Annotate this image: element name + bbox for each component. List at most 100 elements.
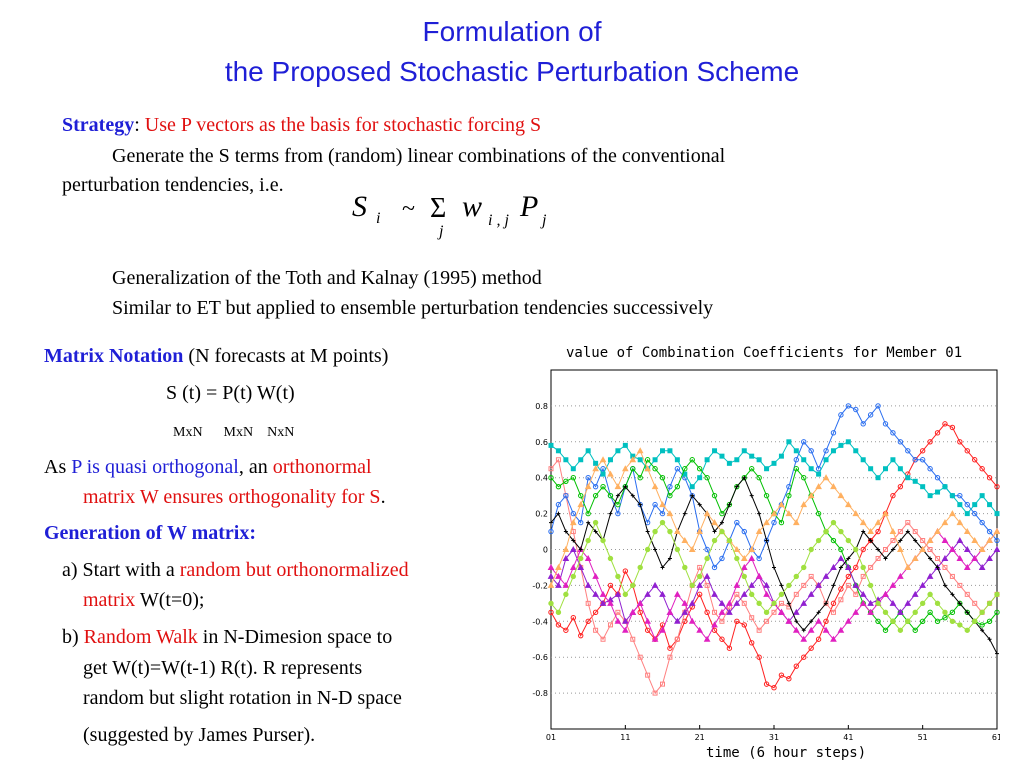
series-4-point [979, 493, 985, 499]
series-9-point [830, 483, 837, 490]
as-orthonormal: orthonormal [272, 456, 372, 478]
series-1-point [644, 627, 651, 633]
formula-tilde: ~ [402, 196, 415, 222]
series-1-point [763, 681, 770, 687]
series-2-point [741, 600, 747, 606]
as-prefix: As [44, 456, 72, 478]
series-3-point [845, 403, 852, 409]
series-5-point [919, 618, 926, 624]
series-4-point [920, 484, 926, 490]
x-tick-label: 21 [695, 733, 705, 742]
series-1-point [756, 654, 762, 660]
series-6-point [562, 554, 570, 561]
series-6-point [674, 617, 681, 624]
matrix-notation-text: (N forecasts at M points) [183, 345, 389, 367]
series-1-point [853, 564, 859, 571]
series-3-point [934, 475, 941, 481]
series-3-point [548, 528, 554, 535]
series-1-point [734, 618, 740, 624]
series-6-point [584, 581, 592, 588]
y-tick-label: 0.4 [535, 474, 548, 483]
series-7-point [941, 536, 949, 544]
series-5-point [637, 475, 643, 481]
series-5-point [830, 537, 837, 544]
series-2-point [637, 654, 643, 660]
series-3-point [972, 510, 978, 517]
series-5-point [667, 492, 673, 499]
series-1-point [793, 663, 799, 669]
x-tick-label: 31 [769, 733, 779, 742]
series-6-point [718, 599, 726, 606]
series-10-point [637, 564, 643, 571]
series-3-point [860, 421, 866, 427]
series-10-point [592, 519, 599, 526]
series-8-point [950, 592, 955, 597]
series-1-point [637, 609, 643, 616]
series-6-point [919, 581, 927, 588]
matrix-notation-line: Matrix Notation (N forecasts at M points… [44, 343, 388, 369]
series-6-point [726, 608, 733, 615]
series-5-point [659, 475, 666, 481]
series-1-point [592, 609, 599, 616]
series-3-point [667, 483, 673, 490]
series-3-point [927, 466, 933, 472]
series-6-point [993, 545, 1000, 552]
series-3-point [704, 546, 710, 553]
series-5-point [682, 466, 688, 472]
series-5-point [734, 483, 740, 490]
series-1-point [719, 636, 725, 642]
matrix-equation: S (t) = P(t) W(t) [166, 382, 295, 404]
series-4-point [845, 439, 851, 445]
series-4-point [778, 453, 784, 459]
series-10-point [696, 573, 703, 580]
series-4-point [942, 484, 948, 490]
step-a-line2-red: matrix [83, 589, 136, 611]
series-2-point [845, 582, 851, 588]
series-6-point [711, 590, 718, 597]
formula-i: i [376, 210, 381, 227]
series-5-point [786, 492, 792, 499]
series-7-point [711, 621, 718, 628]
y-tick-label: -0.2 [532, 581, 548, 590]
series-10-point [994, 591, 1000, 598]
series-10-point [786, 582, 792, 589]
series-5-point [711, 492, 718, 499]
series-3-point [570, 510, 576, 517]
series-7-point [651, 635, 659, 642]
series-9-point [696, 528, 704, 535]
series-7-point [599, 590, 607, 597]
series-4-point [622, 442, 628, 448]
series-7-point [547, 563, 555, 570]
series-7-point [830, 635, 837, 642]
series-10-point [890, 618, 896, 624]
x-tick-label: 61 [992, 733, 1000, 742]
series-4-point [972, 502, 978, 508]
series-4-point [593, 460, 599, 466]
series-8-point [757, 511, 762, 516]
series-8-point [838, 565, 843, 570]
series-2-point [593, 627, 599, 633]
series-2-point [860, 573, 866, 579]
series-9-point [562, 545, 570, 552]
series-1-point [994, 483, 1000, 490]
series-5-point [585, 510, 591, 517]
series-7-point [562, 581, 570, 588]
series-9-point [659, 501, 666, 508]
slide-title-line2: the Proposed Stochastic Perturbation Sch… [224, 56, 800, 87]
series-10-point [882, 609, 889, 616]
series-2-point [615, 609, 621, 615]
series-10-point [548, 600, 554, 607]
series-8-point [578, 547, 583, 552]
series-8-point [779, 583, 784, 588]
series-7-point [807, 626, 815, 633]
series-4-point [793, 448, 799, 454]
series-5-point [674, 483, 681, 490]
series-7-point [666, 608, 674, 615]
series-6-point [889, 599, 897, 606]
series-6-point [748, 581, 756, 588]
series-line-1 [550, 423, 998, 689]
series-1-point [919, 448, 926, 454]
series-7-point [882, 590, 889, 597]
series-8-point [995, 651, 999, 656]
series-7-point [703, 635, 711, 642]
